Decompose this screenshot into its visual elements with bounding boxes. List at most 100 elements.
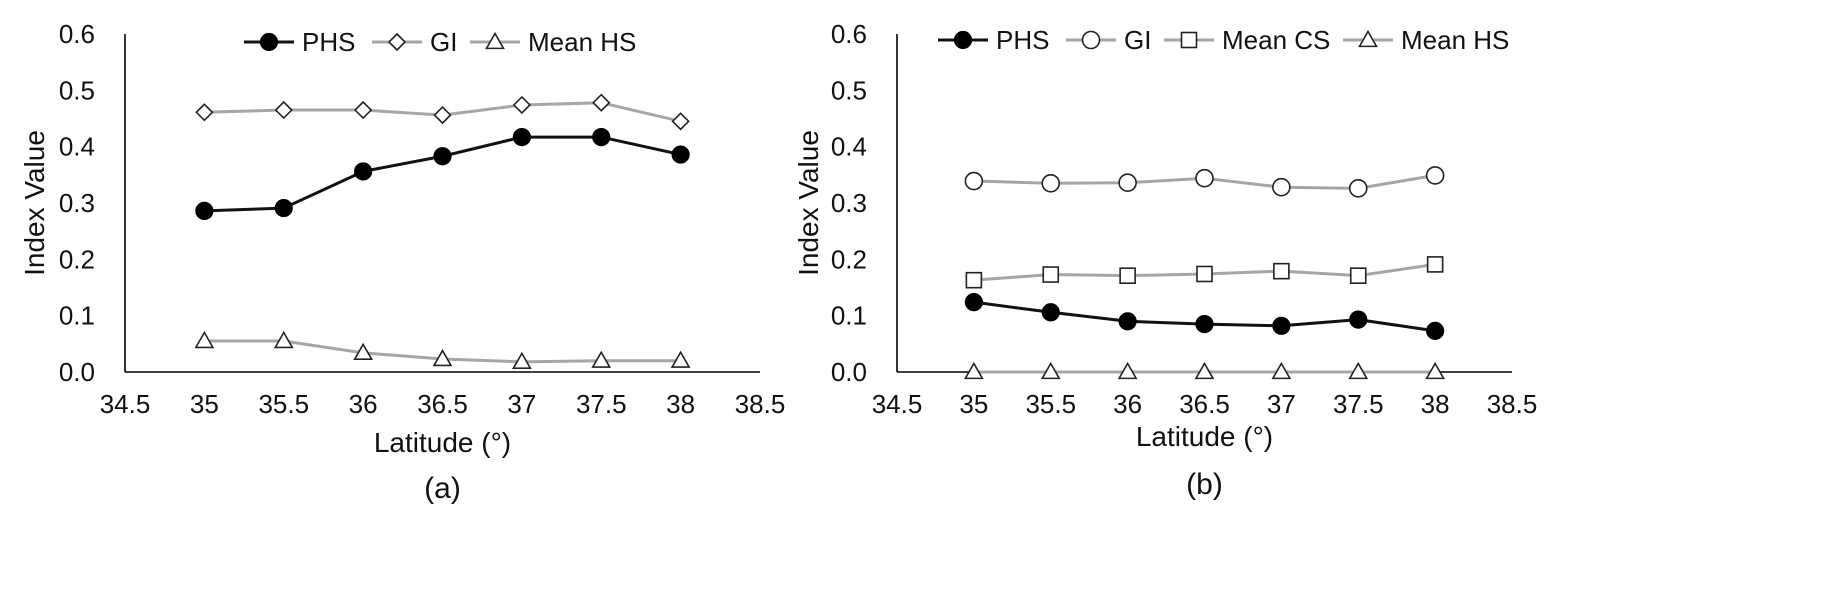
x-tick-label: 38.5 xyxy=(735,389,786,419)
legend-label: PHS xyxy=(302,27,355,57)
data-point-mean-hs xyxy=(1117,361,1138,380)
x-tick-label: 35.5 xyxy=(1025,389,1076,419)
data-point-phs xyxy=(195,201,214,220)
data-point-mean-cs xyxy=(1426,256,1444,273)
x-tick-label: 38 xyxy=(1421,389,1450,419)
legend-item-phs: PHS xyxy=(938,25,1049,55)
legend: PHS GI Mean HS xyxy=(244,27,636,57)
x-axis-title: Latitude (°) xyxy=(1136,421,1273,452)
chart-panel-a: 0.0 0.1 0.2 0.3 0.4 0.5 0.6 34.5 35 35.5 36 36.5 37 3… xyxy=(19,19,785,505)
legend-marker xyxy=(1180,31,1198,49)
y-tick-label: 0.5 xyxy=(831,75,867,105)
data-point-phs xyxy=(433,147,452,166)
series-gi xyxy=(964,166,1445,198)
legend-label: GI xyxy=(1124,25,1151,55)
data-point-gi xyxy=(353,100,373,120)
legend-marker xyxy=(953,30,973,50)
x-tick-label: 37.5 xyxy=(576,389,627,419)
data-point-mean-hs xyxy=(670,350,691,368)
data-point-phs xyxy=(1195,315,1214,334)
x-axis-title: Latitude (°) xyxy=(374,427,511,458)
data-point-gi xyxy=(433,105,452,125)
data-point-gi xyxy=(274,100,293,120)
data-point-mean-hs xyxy=(1271,361,1292,380)
chart-panel-b: 0.0 0.1 0.2 0.3 0.4 0.5 0.6 34.5 35 35.5 36 36.5 37 3… xyxy=(793,19,1537,501)
x-tick-label: 34.5 xyxy=(100,389,151,419)
panel-caption: (a) xyxy=(424,472,461,505)
legend-item-mean-cs: Mean CS xyxy=(1164,25,1330,55)
legend-item-gi: GI xyxy=(372,27,457,57)
data-point-mean-hs xyxy=(353,342,374,361)
legend-label: Mean HS xyxy=(1401,25,1509,55)
x-tick-label: 38.5 xyxy=(1487,389,1538,419)
data-point-gi xyxy=(671,112,690,131)
y-tick-label: 0.3 xyxy=(831,188,867,218)
data-point-mean-hs xyxy=(511,351,532,370)
data-point-phs xyxy=(274,198,293,218)
y-tick-label: 0.6 xyxy=(831,19,867,49)
x-tick-label: 36.5 xyxy=(417,389,468,419)
data-point-gi xyxy=(1425,166,1445,185)
data-point-mean-cs xyxy=(1042,266,1060,283)
legend-marker xyxy=(485,31,505,50)
series-phs xyxy=(964,293,1445,340)
data-point-gi xyxy=(964,171,984,191)
series-mean-cs xyxy=(965,256,1444,289)
panel-caption: (b) xyxy=(1186,468,1223,501)
x-tick-label: 37.5 xyxy=(1333,389,1384,419)
data-point-phs xyxy=(964,293,983,312)
data-point-gi xyxy=(1272,177,1291,197)
y-axis-title: Index Value xyxy=(793,130,824,276)
data-point-phs xyxy=(671,145,690,164)
legend-marker xyxy=(1358,29,1378,48)
legend: PHS GI Mean CS Mean HS xyxy=(938,25,1509,55)
series-phs xyxy=(195,127,690,220)
x-tick-label: 35.5 xyxy=(258,389,309,419)
data-point-mean-hs xyxy=(963,361,984,380)
y-tick-label: 0.4 xyxy=(59,132,95,162)
data-point-mean-hs xyxy=(1040,361,1061,380)
x-tick-label: 37 xyxy=(1267,389,1296,419)
data-point-gi xyxy=(1118,173,1137,193)
data-point-phs xyxy=(592,127,611,147)
y-tick-label: 0.0 xyxy=(831,357,867,387)
x-tick-label: 36.5 xyxy=(1179,389,1230,419)
y-tick-label: 0.6 xyxy=(59,19,95,49)
series-gi xyxy=(195,93,690,131)
y-tick-label: 0.4 xyxy=(831,132,867,162)
data-point-mean-hs xyxy=(1194,361,1215,380)
data-point-mean-cs xyxy=(1119,267,1136,284)
data-point-phs xyxy=(1272,316,1291,335)
data-point-phs xyxy=(354,162,373,181)
x-tick-label: 35 xyxy=(959,389,988,419)
y-tick-label: 0.1 xyxy=(831,301,867,331)
x-tick-label: 35 xyxy=(190,389,219,419)
data-point-phs xyxy=(1426,321,1445,340)
x-tick-label: 34.5 xyxy=(872,389,923,419)
series-mean-hs xyxy=(963,361,1446,380)
data-point-gi xyxy=(1041,173,1061,193)
series-mean-hs xyxy=(194,330,691,370)
x-tick-label: 37 xyxy=(507,389,536,419)
legend-label: Mean HS xyxy=(528,27,636,57)
data-point-phs xyxy=(1118,312,1137,331)
y-tick-label: 0.0 xyxy=(59,357,95,387)
data-point-mean-cs xyxy=(965,271,983,289)
data-point-mean-hs xyxy=(591,350,612,368)
legend-marker xyxy=(387,32,407,52)
data-point-mean-hs xyxy=(194,330,215,349)
y-tick-label: 0.5 xyxy=(59,75,95,105)
y-tick-label: 0.2 xyxy=(831,244,867,274)
data-point-phs xyxy=(1041,303,1060,322)
data-point-mean-hs xyxy=(1348,361,1369,380)
y-tick-label: 0.3 xyxy=(59,188,95,218)
data-point-gi xyxy=(195,103,214,122)
data-point-mean-cs xyxy=(1349,267,1367,284)
x-tick-label: 36 xyxy=(1113,389,1142,419)
data-point-mean-hs xyxy=(273,330,294,349)
legend-marker xyxy=(1081,30,1101,50)
data-point-phs xyxy=(512,127,531,147)
data-point-gi xyxy=(592,93,611,112)
data-point-gi xyxy=(512,95,532,115)
y-axis-title: Index Value xyxy=(19,130,50,276)
